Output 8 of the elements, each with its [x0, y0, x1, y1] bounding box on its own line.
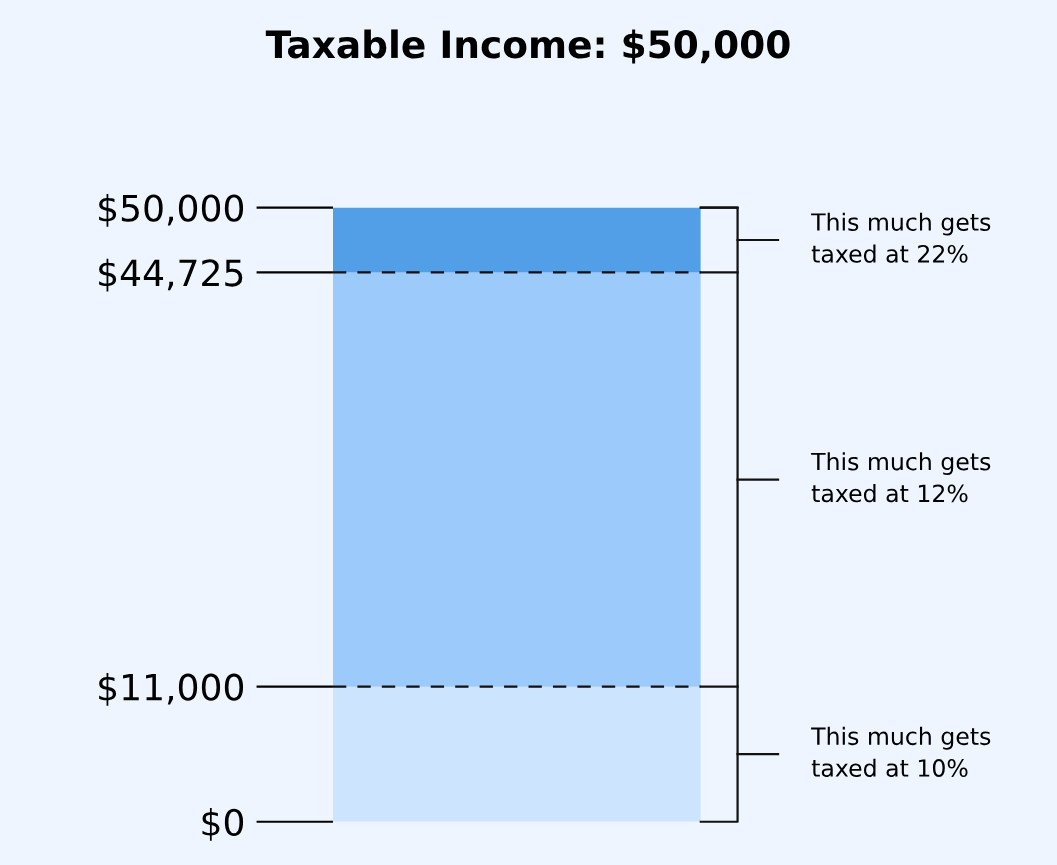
- text: This much gets taxed at 22%: [811, 212, 991, 263]
- text: This much gets taxed at 10%: [811, 726, 991, 777]
- y-tick-label: $11,000: [99, 672, 244, 706]
- y-tick-label: $44,725: [99, 258, 243, 292]
- y-tick-label: $50,000: [99, 193, 244, 227]
- text: This much gets taxed at 12%: [811, 452, 991, 503]
- chart-title: Taxable Income: $50,000: [265, 29, 790, 64]
- y-tick-label: $0: [202, 808, 244, 841]
